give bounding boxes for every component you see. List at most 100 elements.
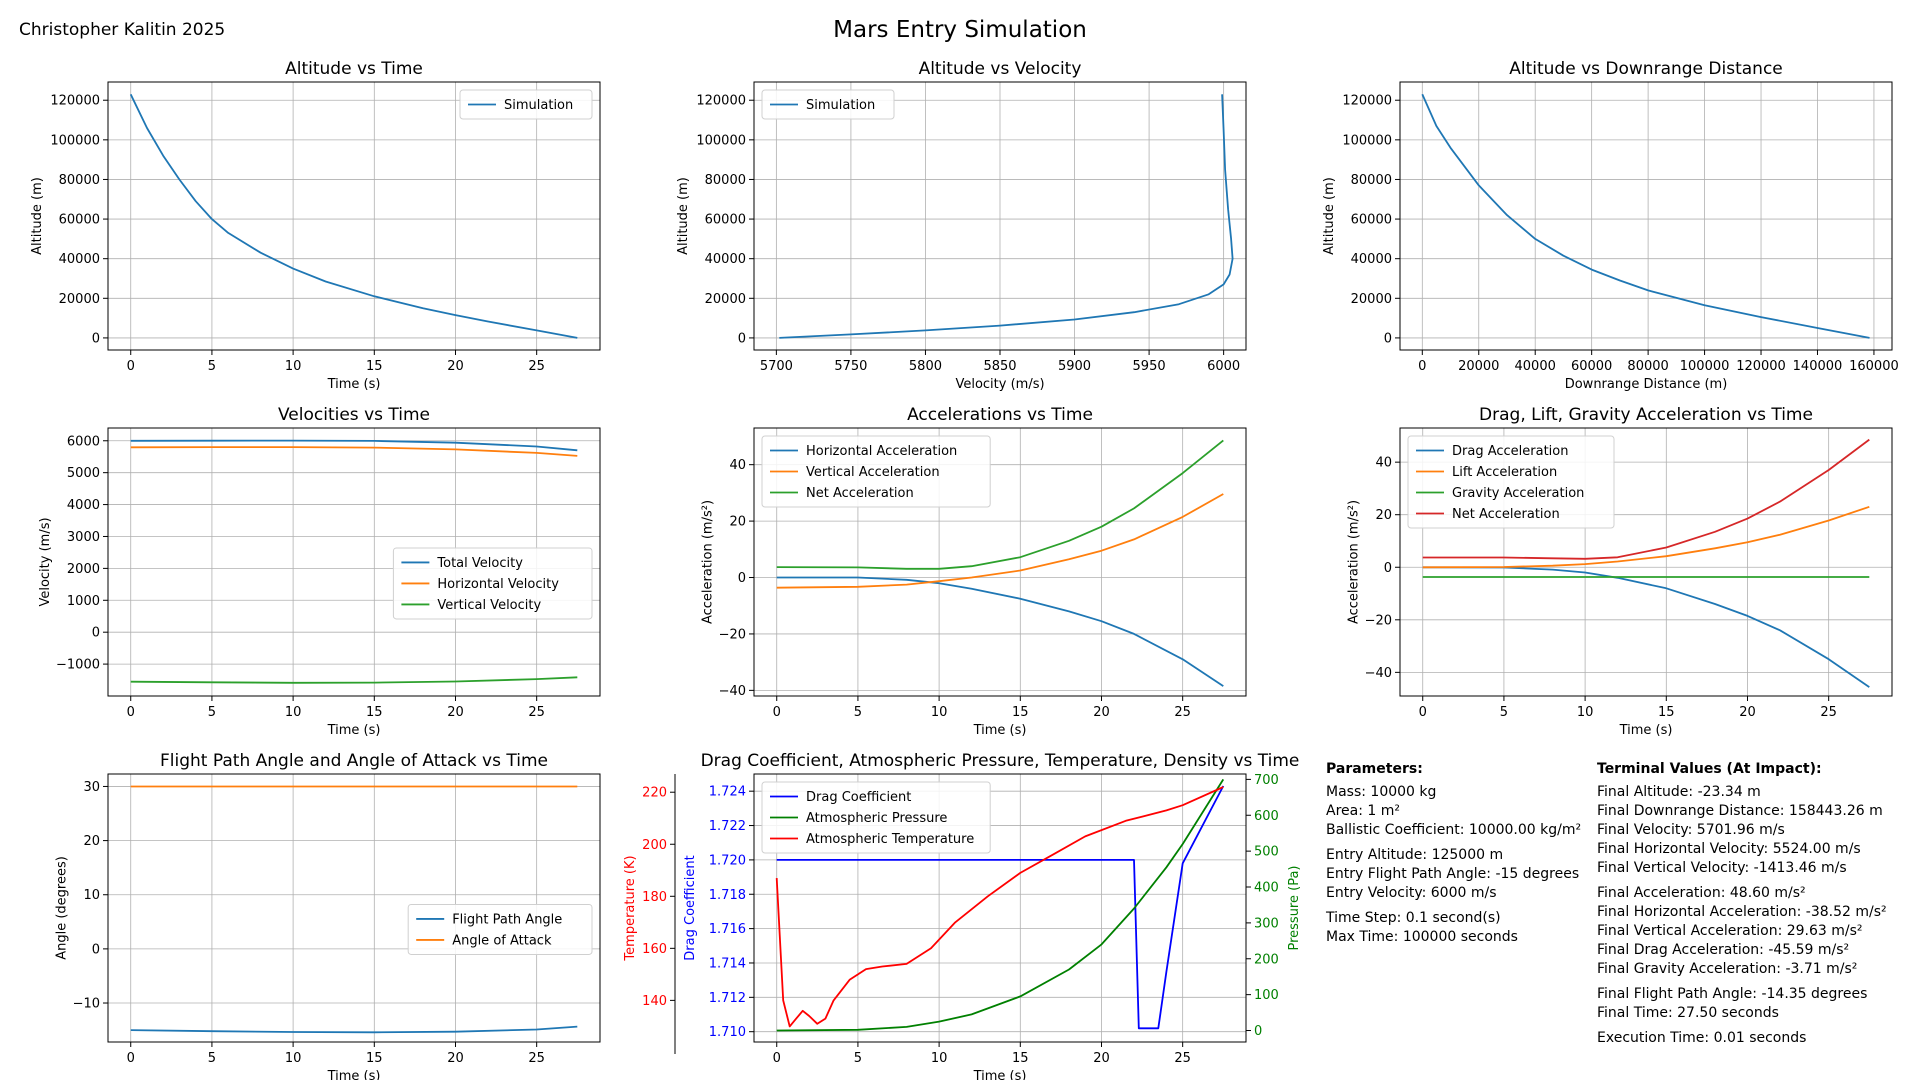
y-tick-label: 60000 bbox=[705, 213, 746, 228]
parameter-line: Time Step: 0.1 second(s) bbox=[1326, 910, 1501, 926]
y-tick-label: 100000 bbox=[1342, 133, 1392, 148]
legend-label: Simulation bbox=[806, 98, 875, 113]
y-tick-label: 1.724 bbox=[709, 785, 746, 800]
legend-label: Drag Acceleration bbox=[1452, 444, 1569, 459]
legend-box bbox=[761, 781, 991, 854]
chart-title: Altitude vs Time bbox=[285, 59, 423, 79]
terminal-value-line: Final Time: 27.50 seconds bbox=[1597, 1005, 1779, 1021]
x-tick-label: 20 bbox=[1093, 705, 1110, 720]
chart-title: Altitude vs Velocity bbox=[919, 59, 1082, 79]
y-tick-label: 40000 bbox=[1351, 252, 1392, 267]
legend-label: Horizontal Velocity bbox=[437, 577, 559, 592]
parameter-line: Entry Altitude: 125000 m bbox=[1326, 847, 1504, 863]
x-tick-label: 15 bbox=[366, 359, 383, 374]
x-axis-label: Time (s) bbox=[1619, 723, 1673, 738]
y-tick-label: 0 bbox=[92, 942, 100, 957]
x-axis-label: Time (s) bbox=[973, 723, 1027, 738]
x-tick-label: 0 bbox=[773, 1051, 781, 1066]
chart-title: Velocities vs Time bbox=[278, 405, 430, 425]
terminal-header: Terminal Values (At Impact): bbox=[1597, 761, 1822, 777]
x-tick-label: 80000 bbox=[1627, 359, 1668, 374]
legend-label: Horizontal Acceleration bbox=[806, 444, 957, 459]
legend-label: Simulation bbox=[504, 98, 573, 113]
y-axis-label: Altitude (m) bbox=[1322, 177, 1337, 255]
x-tick-label: 5 bbox=[208, 359, 216, 374]
legend-box bbox=[1407, 435, 1615, 529]
x-axis-label: Time (s) bbox=[327, 723, 381, 738]
x-tick-label: 10 bbox=[285, 359, 302, 374]
legend-label: Flight Path Angle bbox=[452, 912, 562, 927]
axes-frame bbox=[753, 773, 1247, 1043]
chart-1: 0 5 10 15 20 25 0 20000 40000 60000 80000 100000 120… bbox=[30, 59, 601, 392]
parameter-line: Mass: 10000 kg bbox=[1326, 784, 1437, 800]
temperature-tick-label: 180 bbox=[642, 890, 667, 905]
temperature-tick-label: 220 bbox=[642, 786, 667, 801]
x-tick-label: 140000 bbox=[1793, 359, 1843, 374]
chart-title: Altitude vs Downrange Distance bbox=[1509, 59, 1783, 79]
y-tick-label: 40000 bbox=[705, 252, 746, 267]
legend-label: Net Acceleration bbox=[806, 486, 914, 501]
pressure-tick-label: 300 bbox=[1254, 916, 1279, 931]
y-tick-label: 1.710 bbox=[709, 1025, 746, 1040]
y-tick-label: −10 bbox=[73, 997, 100, 1012]
y-tick-label: 20000 bbox=[1351, 292, 1392, 307]
axes-frame bbox=[753, 427, 1247, 697]
y-tick-label: 60000 bbox=[59, 213, 100, 228]
chart-title: Drag, Lift, Gravity Acceleration vs Time bbox=[1479, 405, 1813, 425]
series-line bbox=[129, 93, 578, 339]
series-line bbox=[776, 785, 1225, 1030]
y-tick-label: 2000 bbox=[67, 562, 100, 577]
terminal-value-line: Final Gravity Acceleration: -3.71 m/s² bbox=[1597, 961, 1858, 977]
y-axis-label: Velocity (m/s) bbox=[38, 517, 53, 606]
chart-title: Flight Path Angle and Angle of Attack vs… bbox=[160, 751, 548, 771]
x-tick-label: 0 bbox=[1418, 359, 1426, 374]
y-tick-label: 120000 bbox=[50, 94, 100, 109]
y-tick-label: 80000 bbox=[59, 173, 100, 188]
temperature-axis-label: Temperature (K) bbox=[623, 855, 638, 961]
series-line bbox=[776, 493, 1224, 589]
terminal-values-panel: Terminal Values (At Impact): Final Altit… bbox=[1597, 760, 1887, 1048]
y-tick-label: 0 bbox=[738, 331, 746, 346]
y-axis-label: Altitude (m) bbox=[30, 177, 45, 255]
parameter-line: Entry Flight Path Angle: -15 degrees bbox=[1326, 866, 1580, 882]
y-tick-label: 4000 bbox=[67, 498, 100, 513]
x-tick-label: 20000 bbox=[1458, 359, 1499, 374]
y-tick-label: 20000 bbox=[59, 292, 100, 307]
x-tick-label: 5950 bbox=[1133, 359, 1166, 374]
series-line bbox=[1422, 566, 1870, 688]
terminal-value-line: Final Acceleration: 48.60 m/s² bbox=[1597, 885, 1806, 901]
series-line bbox=[130, 439, 578, 452]
legend-label: Lift Acceleration bbox=[1452, 465, 1557, 480]
x-tick-label: 0 bbox=[773, 705, 781, 720]
terminal-value-line: Final Horizontal Acceleration: -38.52 m/… bbox=[1597, 904, 1887, 920]
x-tick-label: 25 bbox=[528, 359, 545, 374]
x-tick-label: 15 bbox=[1012, 1051, 1029, 1066]
parameter-line: Max Time: 100000 seconds bbox=[1326, 929, 1518, 945]
series-line bbox=[1422, 505, 1870, 569]
x-tick-label: 25 bbox=[528, 705, 545, 720]
y-tick-label: 40000 bbox=[59, 252, 100, 267]
axes-frame bbox=[107, 427, 601, 697]
series-line bbox=[776, 439, 1224, 570]
parameter-line: Area: 1 m² bbox=[1326, 803, 1400, 819]
legend-label: Angle of Attack bbox=[452, 933, 552, 948]
y-tick-label: 5000 bbox=[67, 466, 100, 481]
pressure-tick-label: 200 bbox=[1254, 952, 1279, 967]
terminal-value-line: Final Vertical Velocity: -1413.46 m/s bbox=[1597, 860, 1847, 876]
x-tick-label: 5900 bbox=[1058, 359, 1091, 374]
y-tick-label: 40 bbox=[1375, 456, 1392, 471]
legend-label: Vertical Acceleration bbox=[806, 465, 940, 480]
terminal-value-line: Final Flight Path Angle: -14.35 degrees bbox=[1597, 986, 1868, 1002]
legend-box bbox=[407, 903, 593, 955]
y-tick-label: 60000 bbox=[1351, 213, 1392, 228]
x-tick-label: 10 bbox=[285, 705, 302, 720]
chart-4: 0 5 10 15 20 25 −1000 0 1000 2000 3000 4000 5000 6000… bbox=[38, 405, 601, 738]
x-tick-label: 0 bbox=[127, 705, 135, 720]
y-tick-label: 120000 bbox=[1342, 94, 1392, 109]
parameters-header: Parameters: bbox=[1326, 761, 1423, 777]
series-line bbox=[775, 786, 1224, 1028]
x-axis-label: Time (s) bbox=[327, 377, 381, 392]
x-tick-label: 6000 bbox=[1207, 359, 1240, 374]
y-axis-label: Acceleration (m/s²) bbox=[1346, 500, 1361, 624]
